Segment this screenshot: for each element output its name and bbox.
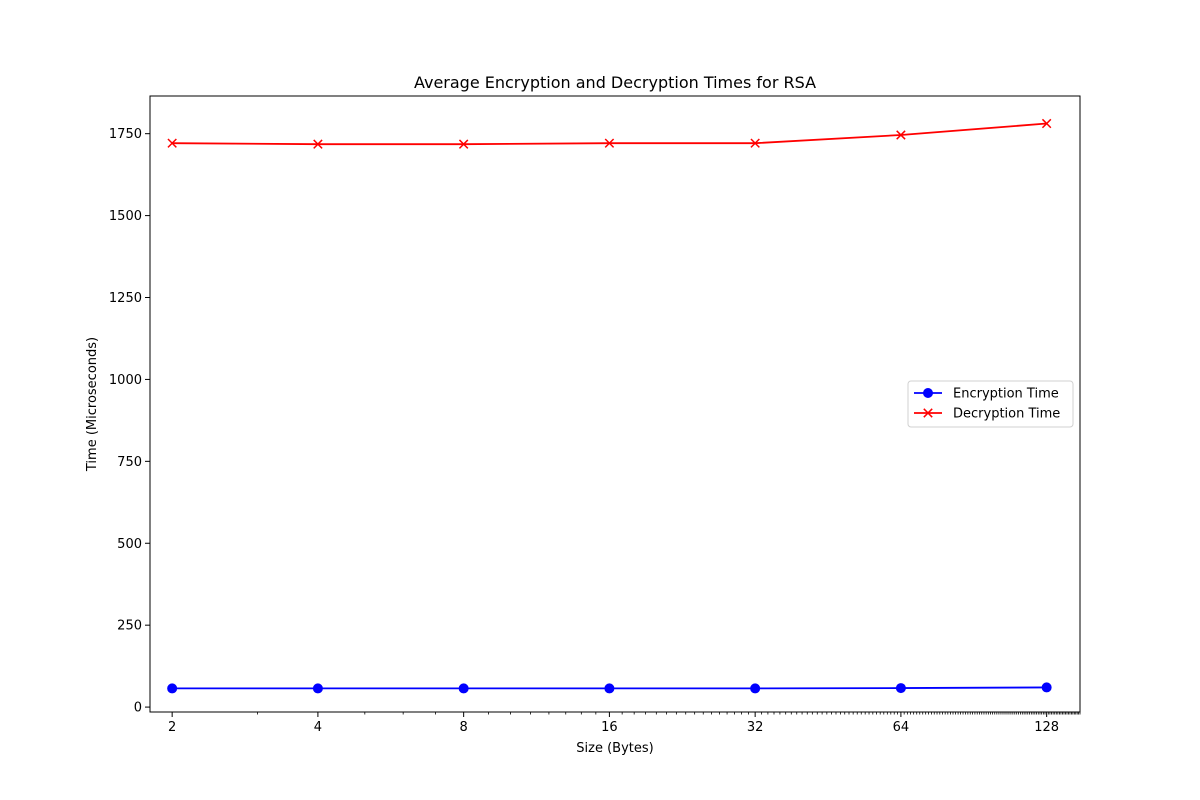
legend: Encryption Time Decryption Time: [907, 380, 1074, 428]
legend-item-decryption-time: Decryption Time: [914, 407, 1060, 422]
x-tick-label: 8: [460, 720, 468, 735]
x-tick-label: 16: [601, 720, 618, 735]
encryption-time-point: [750, 683, 761, 694]
x-tick-label: 4: [314, 720, 322, 735]
x-tick-label: 2: [168, 720, 176, 735]
y-tick-label: 750: [117, 455, 142, 470]
legend-label: Encryption Time: [953, 387, 1059, 402]
plot-frame: [149, 95, 1081, 713]
plot-area: [167, 118, 1052, 694]
encryption-time-point: [458, 683, 469, 694]
encryption-time-point: [312, 683, 323, 694]
x-tick-label: 32: [747, 720, 764, 735]
y-tick-label: 250: [117, 619, 142, 634]
x-axis-title: Size (Bytes): [576, 741, 653, 756]
legend-box: [907, 380, 1074, 428]
x-axis: 2 4 8 16 32 64 128: [168, 712, 1081, 735]
y-axis-title: Time (Microseconds): [85, 337, 100, 472]
legend-label: Decryption Time: [953, 407, 1060, 422]
decryption-time-point: [1041, 118, 1052, 129]
legend-swatch-marker: [923, 388, 933, 398]
x-tick-label: 64: [893, 720, 910, 735]
y-tick-label: 0: [134, 701, 142, 716]
encryption-time-point: [167, 683, 178, 694]
decryption-time-series: [167, 118, 1052, 149]
encryption-time-point: [895, 683, 906, 694]
decryption-time-point: [313, 139, 323, 149]
y-tick-label: 500: [117, 537, 142, 552]
x-tick-label: 128: [1034, 720, 1059, 735]
y-tick-label: 1000: [109, 373, 142, 388]
encryption-time-point: [1041, 682, 1052, 693]
chart-title: Average Encryption and Decryption Times …: [414, 73, 816, 92]
decryption-time-point: [167, 138, 177, 148]
y-tick-label: 1250: [109, 291, 142, 306]
y-axis: 0 250 500 750 1000 1250 1500 1750: [109, 127, 150, 716]
decryption-time-point: [750, 138, 760, 148]
decryption-time-point: [604, 138, 615, 148]
y-tick-label: 1750: [109, 127, 142, 142]
encryption-time-series: [167, 682, 1052, 694]
encryption-time-point: [604, 683, 615, 694]
legend-swatch-marker: [923, 408, 933, 418]
decryption-time-point: [896, 130, 906, 140]
legend-item-encryption-time: Encryption Time: [914, 387, 1059, 402]
decryption-time-point: [458, 139, 469, 149]
y-tick-label: 1500: [109, 209, 142, 224]
decryption-time-line: [172, 122, 1047, 146]
